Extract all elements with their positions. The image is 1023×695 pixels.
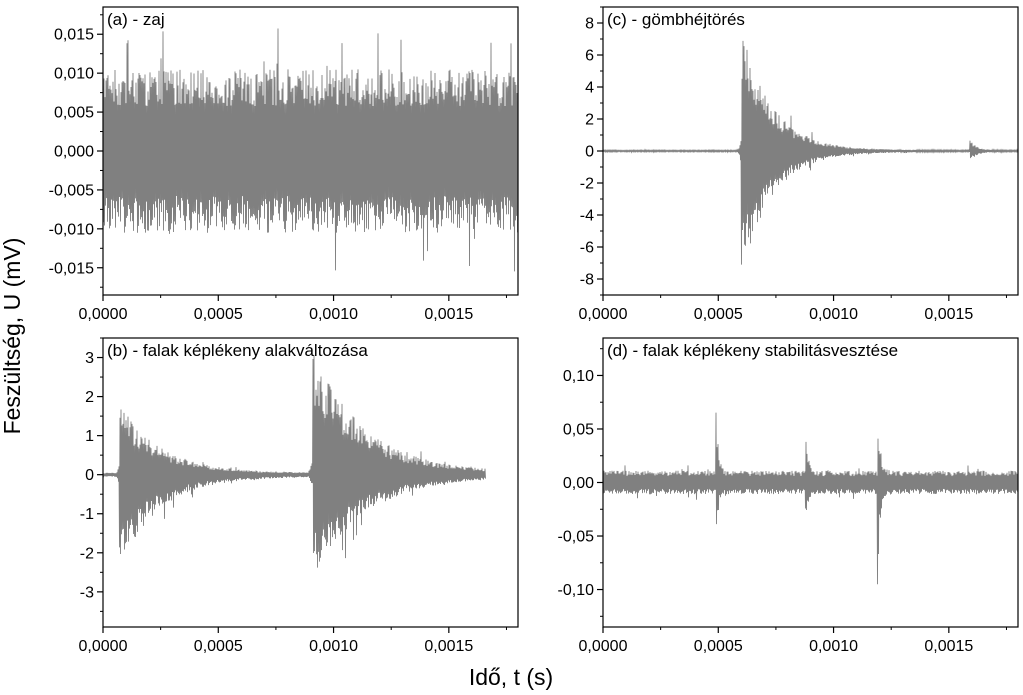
y-tick-label: 2 <box>85 389 94 406</box>
panel-label: (c) - gömbhéjtörés <box>607 10 745 29</box>
panel-d: 0,0000 0,0005 0,0010 0,0015 -0,10 -0,05 0,00 0,… <box>558 337 1019 655</box>
x-tick-label: 0,0015 <box>424 306 473 323</box>
y-tick-label: -0,010 <box>49 221 94 238</box>
y-tick-label: -0,05 <box>558 529 595 546</box>
x-tick-label: 0,0000 <box>79 306 128 323</box>
y-tick-label: 8 <box>585 16 594 33</box>
panel-label: (a) - zaj <box>107 10 165 29</box>
y-tick-label: -6 <box>580 240 594 257</box>
x-tick-label: 0,0000 <box>79 638 128 655</box>
panel-c: 0,0000 0,0005 0,0010 0,0015 -8 -6 -4 -2 0 2 4 6 8 (c)… <box>579 6 1019 323</box>
signal-trace <box>603 40 1018 265</box>
x-tick-label: 0,0015 <box>424 638 473 655</box>
y-tick-label: 2 <box>585 112 594 129</box>
panel-label: (b) - falak képlékeny alakváltozása <box>107 341 368 360</box>
y-tick-label: 0,10 <box>563 368 594 385</box>
y-tick-label: -3 <box>80 584 94 601</box>
panel-b: 0,0000 0,0005 0,0010 0,0015 -3 -2 -1 0 1 2 3 (b) - … <box>79 337 519 655</box>
x-tick-label: 0,0000 <box>579 638 628 655</box>
panel-a: 0,0000 0,0005 0,0010 0,0015 -0,015 -0,010 -0,0… <box>49 6 519 323</box>
y-tick-label: 0,005 <box>54 105 94 122</box>
signal-trace <box>103 355 486 568</box>
panel-label: (d) - falak képlékeny stabilitásvesztése <box>607 341 898 360</box>
signal-trace <box>603 412 1018 585</box>
x-tick-label: 0,0010 <box>809 306 858 323</box>
y-tick-label: 0,000 <box>54 144 94 161</box>
y-tick-label: -0,005 <box>49 182 94 199</box>
y-tick-label: 1 <box>85 428 94 445</box>
y-axis-title: Feszültség, U (mV) <box>0 238 25 435</box>
y-tick-label: 0,010 <box>54 66 94 83</box>
y-tick-label: -2 <box>580 176 594 193</box>
x-tick-label: 0,0005 <box>694 306 743 323</box>
y-tick-label: -4 <box>580 208 594 225</box>
y-tick-label: 3 <box>85 350 94 367</box>
y-tick-label: 6 <box>585 48 594 65</box>
x-tick-label: 0,0005 <box>194 638 243 655</box>
y-tick-label: 0 <box>585 144 594 161</box>
y-tick-label: 4 <box>585 80 594 97</box>
x-tick-label: 0,0005 <box>694 638 743 655</box>
y-tick-label: 0,00 <box>563 475 594 492</box>
x-tick-label: 0,0015 <box>924 306 973 323</box>
y-tick-label: 0,015 <box>54 27 94 44</box>
y-tick-label: -0,015 <box>49 260 94 277</box>
y-tick-label: 0,05 <box>563 421 594 438</box>
x-tick-label: 0,0010 <box>809 638 858 655</box>
y-tick-label: -8 <box>580 272 594 289</box>
x-tick-label: 0,0005 <box>194 306 243 323</box>
x-axis-title: Idő, t (s) <box>469 664 553 690</box>
y-tick-label: -1 <box>80 506 94 523</box>
y-tick-label: -2 <box>80 545 94 562</box>
y-tick-label: 0 <box>85 467 94 484</box>
signal-trace <box>103 28 518 272</box>
x-tick-label: 0,0010 <box>309 638 358 655</box>
x-tick-label: 0,0010 <box>309 306 358 323</box>
x-tick-label: 0,0000 <box>579 306 628 323</box>
x-tick-label: 0,0015 <box>924 638 973 655</box>
y-tick-label: -0,10 <box>558 582 595 599</box>
plot-frame <box>102 337 519 628</box>
